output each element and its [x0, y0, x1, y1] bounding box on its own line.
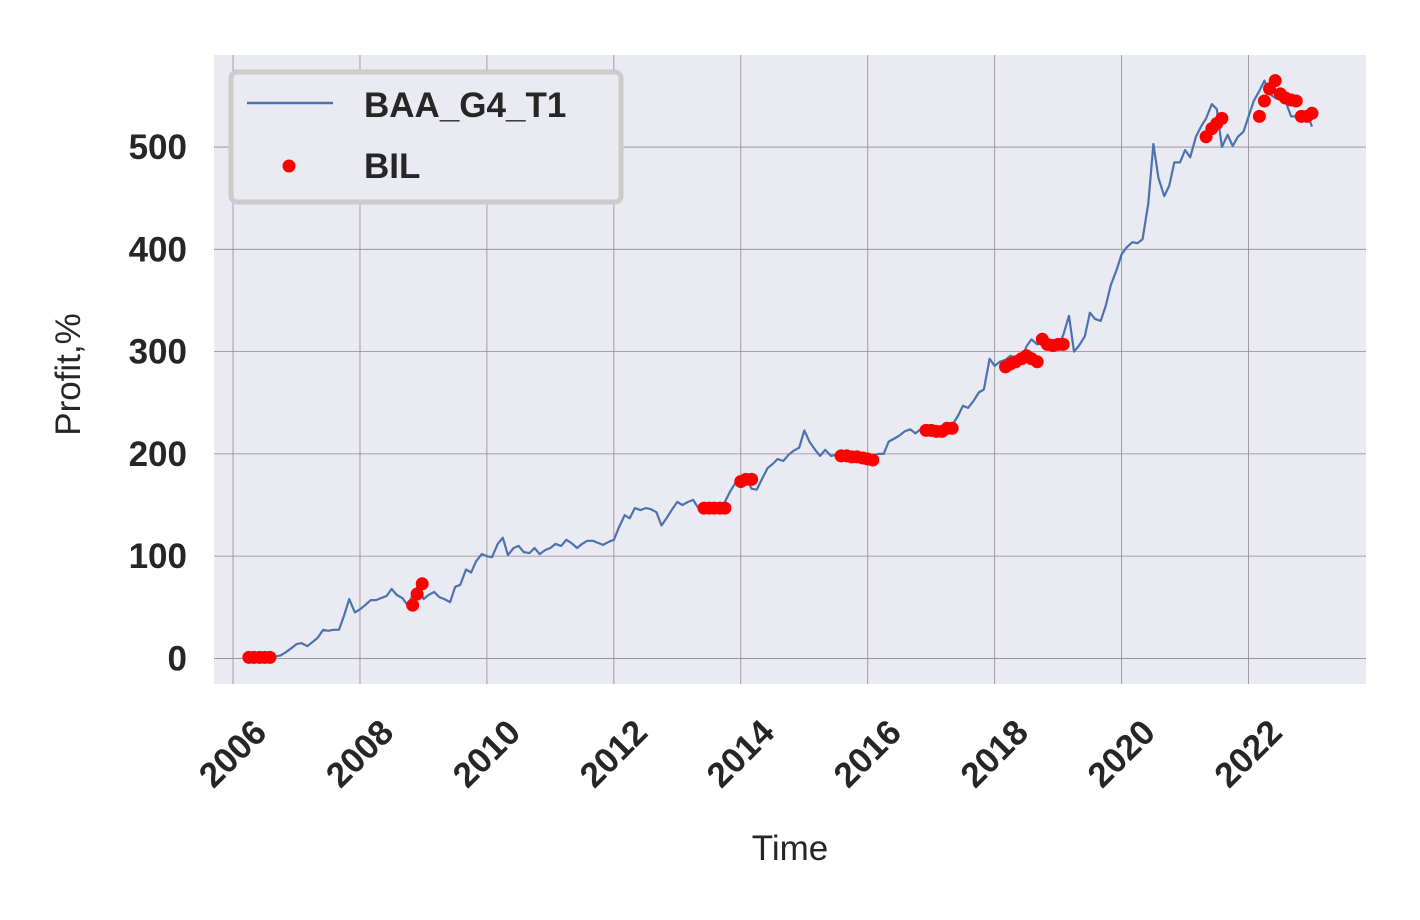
bil-point: [1289, 94, 1303, 108]
y-tick-label: 100: [129, 537, 187, 576]
bil-point: [415, 577, 429, 591]
x-tick-label: 2008: [319, 713, 402, 796]
bil-point: [1268, 74, 1282, 88]
bil-point: [1056, 337, 1070, 351]
y-tick-label: 300: [129, 333, 187, 372]
y-axis-label: Profit,%: [49, 313, 88, 436]
x-tick-label: 2020: [1080, 713, 1163, 796]
bil-point: [1257, 94, 1271, 108]
bil-point: [718, 501, 732, 515]
x-tick-label: 2018: [953, 713, 1036, 796]
legend-label-baa-g4-t1: BAA_G4_T1: [364, 86, 566, 125]
bil-point: [406, 598, 420, 612]
y-tick-label: 400: [129, 230, 187, 269]
bil-point: [410, 587, 424, 601]
bil-point: [1215, 111, 1229, 125]
bil-point: [866, 453, 880, 467]
x-tick-label: 2016: [826, 713, 909, 796]
bil-point: [263, 650, 277, 664]
x-axis-label: Time: [752, 829, 828, 868]
y-tick-label: 500: [129, 128, 187, 167]
bil-point: [1252, 109, 1266, 123]
legend-label-bil: BIL: [364, 147, 420, 186]
legend-box: [228, 69, 624, 205]
bil-point: [1030, 355, 1044, 369]
x-tick-label: 2014: [699, 712, 782, 795]
series-layer: [242, 74, 1319, 664]
x-tick-label: 2012: [572, 713, 655, 796]
legend-dot-swatch: [282, 159, 296, 173]
legend: BAA_G4_T1 BIL: [228, 69, 624, 205]
bil-point: [745, 472, 759, 486]
y-tick-label: 200: [129, 435, 187, 474]
bil-point: [1305, 106, 1319, 120]
x-tick-label: 2010: [445, 713, 528, 796]
x-axis-ticks: 2006 2008 2010 2012 2014 2016 2018 2020 2022: [192, 712, 1290, 795]
x-tick-label: 2006: [192, 713, 275, 796]
x-tick-label: 2022: [1207, 713, 1290, 796]
y-axis-ticks: 0 100 200 300 400 500: [129, 128, 187, 678]
bil-point: [945, 421, 959, 435]
y-tick-label: 0: [168, 639, 187, 678]
